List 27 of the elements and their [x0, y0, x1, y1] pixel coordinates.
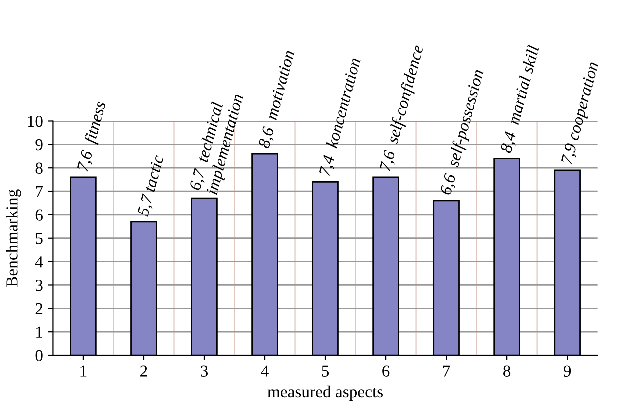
y-tick-label: 1 — [36, 326, 42, 338]
x-tick-label: 2 — [140, 366, 148, 377]
y-tick-label: 8 — [36, 162, 43, 174]
y-tick-label: 7 — [36, 186, 44, 198]
x-tick-label: 6 — [382, 366, 390, 377]
data-label: 7,9 cooperation — [561, 61, 602, 166]
y-tick-label: 4 — [35, 256, 44, 268]
x-tick-label: 4 — [261, 366, 269, 377]
y-tick-label: 0 — [36, 350, 43, 362]
x-tick-label: 9 — [564, 366, 572, 377]
y-tick-label: 9 — [36, 139, 43, 151]
y-tick-label: 2 — [36, 303, 43, 314]
y-tick-label: 6 — [36, 210, 43, 221]
x-axis-title: measured aspects — [268, 386, 383, 402]
y-tick-label: 3 — [36, 280, 43, 292]
y-axis-title: Benchmarking — [6, 190, 22, 287]
data-label: 7,6 fitness — [76, 100, 110, 173]
x-tick-label: 5 — [322, 366, 330, 377]
y-tick-label: 5 — [36, 233, 43, 244]
data-label: 8,6 motivation — [258, 50, 298, 150]
x-tick-label: 8 — [504, 366, 511, 377]
x-tick-label: 1 — [80, 366, 87, 377]
y-tick-label: 10 — [28, 116, 43, 128]
x-tick-label: 3 — [201, 366, 208, 377]
data-label: 8,4 martial skill — [500, 44, 542, 154]
x-tick-label: 7 — [443, 366, 450, 377]
data-label: 5,7 tactic — [137, 154, 166, 218]
